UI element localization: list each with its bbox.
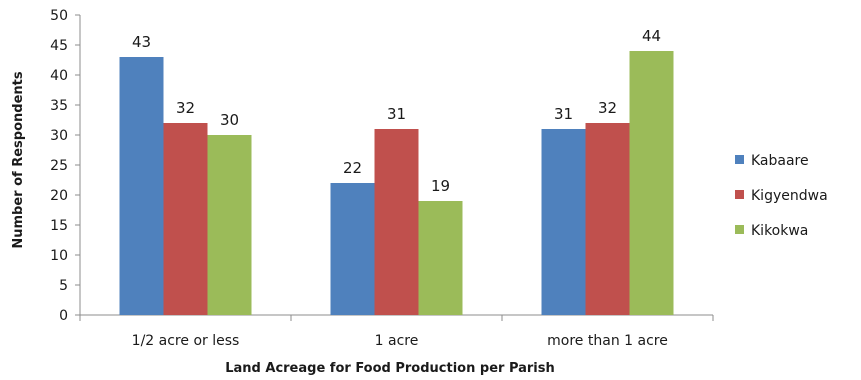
data-label: 22 [343,159,362,177]
y-tick-label: 10 [50,248,68,264]
y-tick-label: 25 [50,158,68,174]
legend-label-kikokwa: Kikokwa [751,223,808,239]
data-labels: 43 32 30 22 31 19 31 32 44 [132,27,661,195]
x-tick-label: 1 acre [375,333,419,349]
y-axis: 0 5 10 15 20 25 30 35 40 45 50 [50,8,81,324]
bar-kabaare-0 [119,57,164,315]
y-tick-label: 20 [50,188,68,204]
y-tick-label: 35 [50,98,68,114]
legend-label-kigyendwa: Kigyendwa [751,188,828,204]
y-tick-label: 45 [50,38,68,54]
bar-kigyendwa-1 [374,129,419,315]
bar-kabaare-2 [541,129,586,315]
legend: Kabaare Kigyendwa Kikokwa [735,153,828,239]
x-axis-title: Land Acreage for Food Production per Par… [225,361,555,376]
bar-kabaare-1 [330,183,375,315]
y-tick-label: 30 [50,128,68,144]
x-axis: 1/2 acre or less 1 acre more than 1 acre [79,314,714,349]
data-label: 30 [220,111,239,129]
legend-swatch-kigyendwa [735,190,744,199]
data-label: 43 [132,33,151,51]
x-tick-label: more than 1 acre [547,333,668,349]
y-tick-label: 15 [50,218,68,234]
y-tick-label: 5 [59,278,68,294]
data-label: 19 [431,177,450,195]
y-axis-title: Number of Respondents [11,71,26,249]
legend-swatch-kikokwa [735,225,744,234]
data-label: 31 [387,105,406,123]
data-label: 32 [176,99,195,117]
data-label: 32 [598,99,617,117]
bar-kikokwa-0 [207,135,252,315]
legend-label-kabaare: Kabaare [751,153,809,169]
legend-swatch-kabaare [735,155,744,164]
y-tick-label: 50 [50,8,68,24]
x-tick-label: 1/2 acre or less [132,333,240,349]
y-tick-label: 40 [50,68,68,84]
bar-kigyendwa-2 [585,123,630,315]
bar-kikokwa-1 [418,201,463,315]
y-tick-label: 0 [59,308,68,324]
data-label: 31 [554,105,573,123]
bar-kigyendwa-0 [163,123,208,315]
bar-kikokwa-2 [629,51,674,315]
bars [119,51,674,315]
data-label: 44 [642,27,661,45]
